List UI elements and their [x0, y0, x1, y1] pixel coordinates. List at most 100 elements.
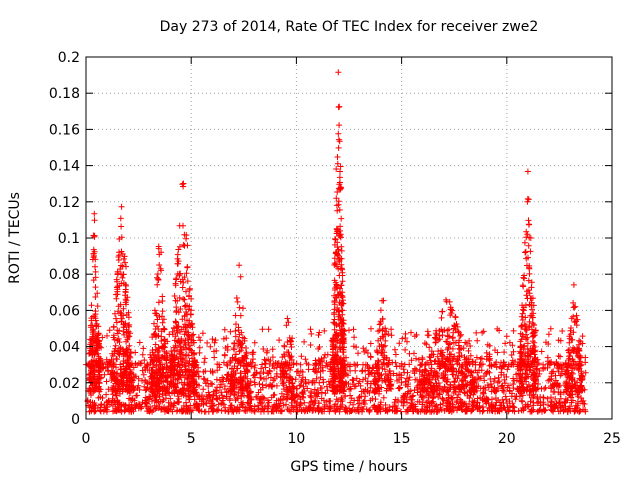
- data-point: [557, 353, 564, 360]
- data-point: [260, 369, 267, 376]
- data-point: [415, 408, 421, 415]
- data-point: [134, 392, 141, 399]
- data-point: [324, 351, 331, 358]
- data-point: [255, 389, 262, 396]
- data-point: [369, 364, 376, 371]
- data-point: [479, 408, 486, 415]
- data-point: [540, 406, 547, 413]
- data-point: [524, 340, 531, 347]
- data-point: [403, 375, 410, 382]
- data-point: [296, 372, 303, 379]
- data-point: [466, 337, 473, 344]
- data-point: [260, 346, 267, 352]
- data-point: [116, 400, 123, 407]
- x-tick-label: 20: [498, 431, 516, 447]
- data-point: [392, 346, 398, 353]
- data-point: [138, 403, 145, 410]
- data-point: [142, 377, 149, 384]
- data-point: [95, 375, 102, 382]
- data-point: [511, 404, 518, 411]
- data-point: [91, 407, 98, 414]
- data-point: [140, 345, 147, 352]
- data-point: [310, 401, 316, 408]
- data-point: [87, 370, 94, 377]
- data-point: [111, 399, 118, 405]
- data-point: [103, 391, 110, 398]
- data-point: [403, 396, 410, 403]
- data-point: [545, 331, 552, 338]
- data-point: [510, 327, 517, 334]
- data-point: [362, 367, 369, 374]
- data-point: [346, 408, 353, 415]
- data-point: [94, 290, 101, 297]
- x-tick-label: 15: [393, 431, 411, 447]
- data-point: [256, 381, 263, 387]
- data-point: [105, 367, 112, 374]
- data-point: [214, 367, 221, 374]
- y-tick-label: 0.08: [49, 267, 80, 283]
- data-point: [117, 215, 124, 222]
- data-point: [430, 408, 437, 415]
- data-point: [215, 401, 222, 408]
- data-point: [582, 359, 589, 366]
- data-point: [580, 397, 587, 404]
- data-point: [251, 408, 258, 415]
- data-point: [88, 315, 95, 322]
- data-point: [356, 400, 363, 407]
- data-point: [299, 376, 306, 383]
- data-point: [252, 381, 259, 388]
- data-point: [402, 335, 409, 341]
- data-point: [227, 328, 234, 335]
- data-point: [506, 339, 513, 346]
- data-point: [200, 369, 207, 375]
- data-point: [404, 338, 410, 345]
- data-point: [120, 360, 127, 367]
- data-point: [553, 360, 560, 367]
- data-point: [477, 361, 484, 368]
- data-point: [92, 284, 99, 291]
- data-point: [171, 400, 178, 407]
- data-point: [477, 356, 484, 362]
- data-point: [405, 388, 412, 395]
- data-point: [84, 398, 91, 405]
- data-point: [579, 333, 586, 340]
- data-point: [109, 403, 116, 409]
- data-point: [547, 402, 554, 409]
- x-tick-label: 10: [287, 431, 305, 447]
- y-axis-label: ROTI / TECUs: [7, 192, 23, 284]
- data-point: [297, 361, 304, 368]
- data-point: [394, 377, 401, 384]
- data-point: [235, 395, 241, 402]
- data-point: [367, 406, 373, 413]
- data-point: [559, 328, 566, 334]
- data-point: [351, 361, 358, 368]
- data-point: [367, 354, 374, 361]
- data-point: [355, 408, 362, 415]
- data-point: [153, 399, 160, 406]
- data-point: [135, 382, 142, 389]
- data-point: [276, 337, 283, 344]
- data-point: [92, 386, 99, 393]
- data-point: [121, 408, 128, 415]
- data-point: [339, 398, 346, 404]
- data-point: [211, 348, 217, 355]
- data-point: [110, 323, 117, 330]
- data-point: [326, 398, 333, 404]
- data-point: [409, 396, 416, 403]
- data-point: [174, 330, 181, 336]
- data-point: [495, 397, 502, 404]
- data-point: [564, 397, 571, 404]
- data-point: [195, 373, 202, 380]
- data-point: [358, 404, 365, 411]
- data-point: [109, 395, 116, 402]
- data-point: [269, 408, 276, 415]
- data-point: [95, 362, 102, 369]
- data-point: [175, 395, 182, 402]
- data-point: [475, 374, 482, 381]
- data-point: [505, 407, 512, 414]
- data-point: [246, 400, 253, 407]
- data-point: [308, 398, 315, 405]
- data-point: [462, 406, 469, 413]
- data-point: [196, 344, 203, 351]
- data-point: [167, 395, 174, 402]
